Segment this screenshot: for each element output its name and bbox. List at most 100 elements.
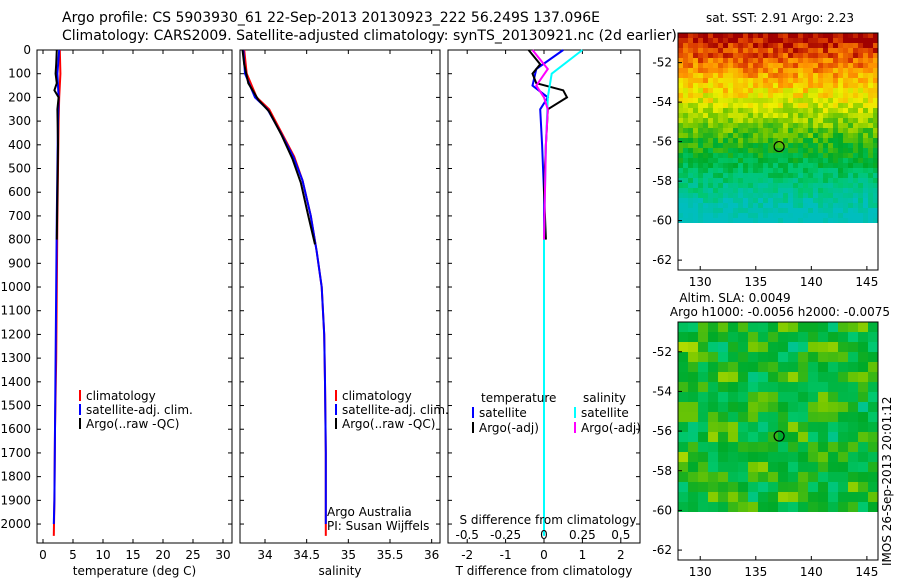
sst-map-heatmap-cell	[728, 203, 733, 208]
sla-map-heatmap-cell	[678, 362, 688, 372]
sst-map-heatmap-cell	[698, 108, 703, 113]
sla-map-heatmap-cell	[678, 472, 688, 482]
sla-map-heatmap-cell	[738, 412, 748, 422]
sst-map-heatmap-cell	[708, 148, 713, 153]
sla-map-heatmap-cell	[758, 322, 768, 332]
sla-map-heatmap-cell	[778, 472, 788, 482]
sst-map-heatmap-cell	[843, 178, 848, 183]
sla-map-heatmap-cell	[818, 432, 828, 442]
sla-map-heatmap-cell	[858, 492, 868, 502]
sst-map-heatmap-cell	[778, 148, 783, 153]
sst-map-heatmap-cell	[738, 53, 743, 58]
sst-map-heatmap-cell	[738, 38, 743, 43]
sst-map-heatmap-cell	[843, 213, 848, 218]
sst-map-heatmap-cell	[818, 73, 823, 78]
sst-map-heatmap-cell	[773, 48, 778, 53]
sla-map-heatmap-cell	[678, 502, 688, 512]
sst-map-heatmap-cell	[863, 38, 868, 43]
sst-map-heatmap-cell	[873, 158, 878, 163]
sst-map-heatmap-cell	[693, 93, 698, 98]
sst-map-heatmap-cell	[728, 213, 733, 218]
sla-map-ytick-label: -54	[652, 384, 672, 398]
sst-map-heatmap-cell	[708, 158, 713, 163]
sst-map-heatmap-cell	[748, 48, 753, 53]
sst-map-heatmap-cell	[718, 173, 723, 178]
sla-map-heatmap-cell	[788, 482, 798, 492]
sst-map-heatmap-cell	[703, 168, 708, 173]
sst-map-heatmap-cell	[678, 53, 683, 58]
sla-map-heatmap-cell	[848, 342, 858, 352]
sst-map-heatmap-cell	[698, 103, 703, 108]
sst-map-heatmap-cell	[688, 108, 693, 113]
sst-map-heatmap-cell	[708, 33, 713, 38]
sst-map-heatmap-cell	[843, 123, 848, 128]
sst-map-heatmap-cell	[678, 158, 683, 163]
sst-map-heatmap-cell	[718, 58, 723, 63]
sst-map-heatmap-cell	[718, 148, 723, 153]
salinity-xtick-label: 34	[257, 548, 272, 562]
sst-map-heatmap-cell	[818, 133, 823, 138]
sla-map-heatmap-cell	[748, 482, 758, 492]
sst-map-heatmap-cell	[808, 33, 813, 38]
sst-map-heatmap-cell	[843, 98, 848, 103]
sla-map-heatmap-cell	[708, 482, 718, 492]
sst-map-heatmap-cell	[693, 163, 698, 168]
sla-map-heatmap-cell	[698, 502, 708, 512]
sst-map-heatmap-cell	[828, 153, 833, 158]
sst-map-heatmap-cell	[683, 133, 688, 138]
sst-map-heatmap-cell	[683, 123, 688, 128]
sla-map-heatmap-cell	[858, 482, 868, 492]
sst-map-heatmap-cell	[778, 143, 783, 148]
sst-map-heatmap-cell	[853, 83, 858, 88]
sst-map-heatmap-cell	[788, 118, 793, 123]
sst-map-heatmap-cell	[833, 118, 838, 123]
sst-map-heatmap-cell	[793, 138, 798, 143]
sst-map-heatmap-cell	[818, 128, 823, 133]
sst-map-heatmap-cell	[723, 198, 728, 203]
sst-map-heatmap-cell	[713, 58, 718, 63]
figure-title-line1: Argo profile: CS 5903930_61 22-Sep-2013 …	[62, 10, 600, 26]
sst-map-heatmap-cell	[758, 88, 763, 93]
sla-map-heatmap-cell	[858, 392, 868, 402]
sst-map-heatmap-cell	[788, 163, 793, 168]
sst-map-heatmap-cell	[683, 148, 688, 153]
sst-map-heatmap-cell	[723, 83, 728, 88]
sst-map-heatmap-cell	[753, 113, 758, 118]
sst-map-heatmap-cell	[828, 133, 833, 138]
sla-map-heatmap-cell	[688, 342, 698, 352]
sst-map-heatmap-cell	[768, 108, 773, 113]
sst-map-heatmap-cell	[778, 128, 783, 133]
sst-map-heatmap-cell	[698, 168, 703, 173]
sst-map-heatmap-cell	[693, 148, 698, 153]
sst-map-heatmap-cell	[693, 43, 698, 48]
sst-map-heatmap-cell	[743, 218, 748, 223]
sst-map-heatmap-cell	[868, 113, 873, 118]
sst-map-heatmap-cell	[738, 118, 743, 123]
sst-map-heatmap-cell	[778, 103, 783, 108]
sst-map-heatmap-cell	[798, 98, 803, 103]
sst-map-heatmap-cell	[773, 183, 778, 188]
sla-map-heatmap-cell	[808, 422, 818, 432]
sst-map-heatmap-cell	[723, 68, 728, 73]
sst-map-heatmap-cell	[863, 138, 868, 143]
sst-map-heatmap-cell	[828, 73, 833, 78]
sst-map-heatmap-cell	[728, 103, 733, 108]
sst-map-heatmap-cell	[873, 83, 878, 88]
sst-map-heatmap-cell	[743, 48, 748, 53]
sst-map-heatmap-cell	[873, 58, 878, 63]
sst-map-heatmap-cell	[723, 113, 728, 118]
sst-map-heatmap-cell	[863, 98, 868, 103]
sst-map-heatmap-cell	[833, 153, 838, 158]
sla-map-heatmap-cell	[818, 392, 828, 402]
sst-map-heatmap-cell	[688, 43, 693, 48]
sst-map-heatmap-cell	[838, 188, 843, 193]
sla-map-heatmap-cell	[748, 502, 758, 512]
sla-map-heatmap-cell	[738, 382, 748, 392]
sst-map-heatmap-cell	[683, 48, 688, 53]
sla-map-heatmap-cell	[728, 392, 738, 402]
sst-map-heatmap-cell	[693, 48, 698, 53]
sst-map-heatmap-cell	[718, 38, 723, 43]
sst-map-heatmap-cell	[863, 108, 868, 113]
sla-map-heatmap-cell	[698, 492, 708, 502]
sst-map-heatmap-cell	[833, 38, 838, 43]
